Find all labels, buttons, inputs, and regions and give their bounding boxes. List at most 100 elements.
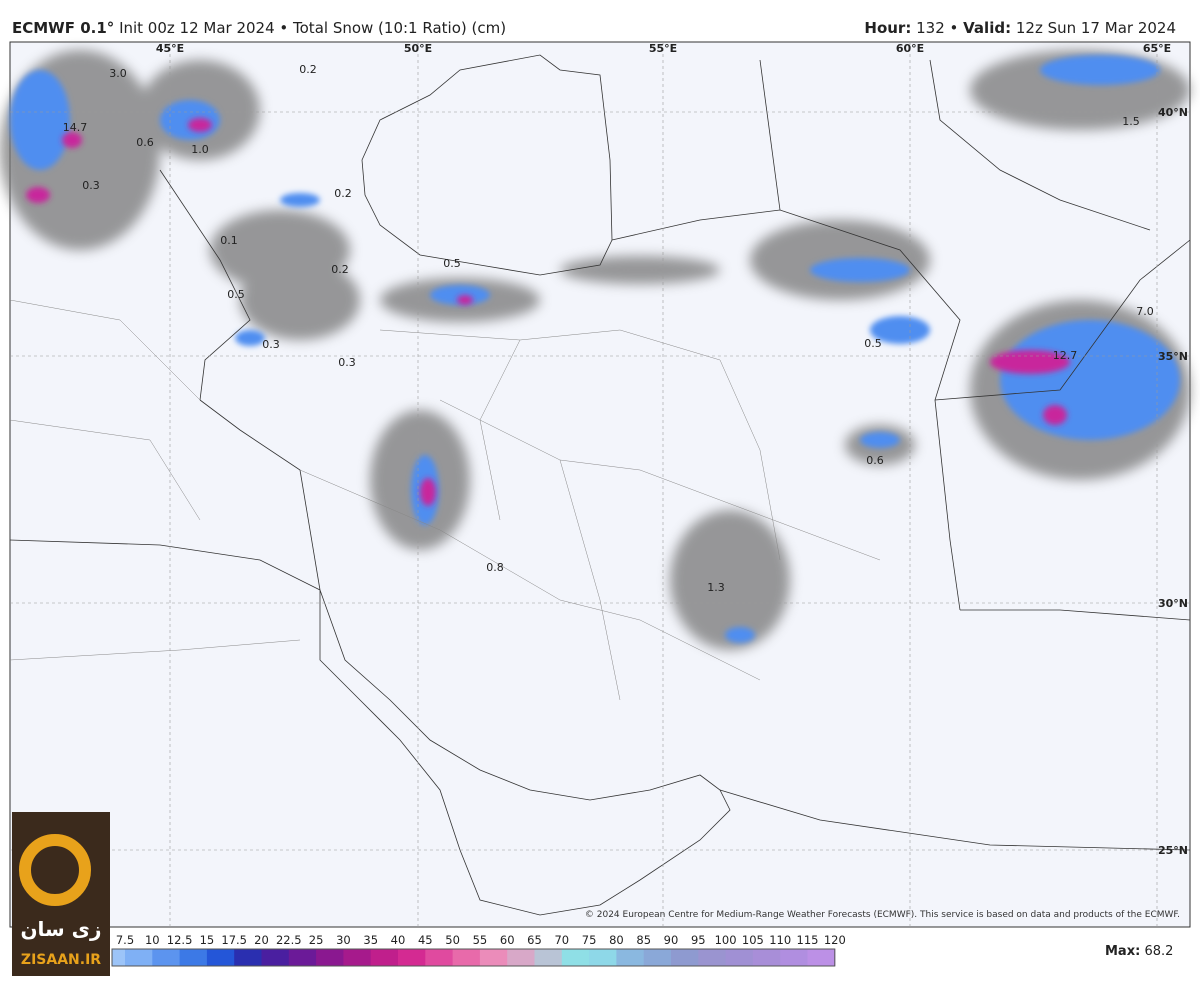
colorbar-segment	[179, 949, 208, 966]
colorbar-tick-label: 95	[691, 933, 706, 947]
colorbar-tick-label: 45	[418, 933, 433, 947]
snow-value-label: 3.0	[109, 67, 127, 80]
colorbar-segment	[616, 949, 645, 966]
colorbar-tick-label: 120	[824, 933, 846, 947]
colorbar-segment	[452, 949, 481, 966]
logo: زی سان ZISAAN.IR	[12, 812, 110, 976]
snow-value-label: 0.3	[338, 356, 356, 369]
snow-value-label: 14.7	[63, 121, 88, 134]
caspian-sea	[361, 54, 613, 276]
colorbar-tick-label: 110	[769, 933, 791, 947]
colorbar-tick-label: 80	[609, 933, 624, 947]
valid-key: Valid:	[963, 19, 1011, 37]
colorbar-segment	[780, 949, 808, 966]
colorbar-tick-label: 90	[664, 933, 679, 947]
colorbar-start	[112, 949, 125, 966]
max: Max: 68.2	[1105, 944, 1173, 959]
colorbar-segment	[589, 949, 617, 966]
colorbar-segment	[343, 949, 372, 966]
colorbar-tick-label: 60	[500, 933, 515, 947]
snow-value-label: 0.1	[220, 234, 238, 247]
lon-label: 50°E	[404, 42, 432, 55]
colorbar-tick-label: 20	[254, 933, 269, 947]
colorbar-tick-label: 65	[527, 933, 542, 947]
colorbar-segment	[725, 949, 754, 966]
colorbar-segment	[206, 949, 235, 966]
snow-value-label: 0.6	[866, 454, 884, 467]
colorbar-segment	[507, 949, 535, 966]
lat-label: 40°N	[1158, 106, 1188, 119]
max-key: Max:	[1105, 944, 1140, 959]
snow-value-label: 12.7	[1053, 349, 1078, 362]
colorbar-segment	[125, 949, 153, 966]
init: Init 00z 12 Mar 2024 • Total Snow (10:1 …	[119, 19, 506, 37]
colorbar-segment	[370, 949, 399, 966]
colorbar-segment	[288, 949, 317, 966]
colorbar-segment	[316, 949, 344, 966]
colorbar-tick-label: 100	[715, 933, 737, 947]
model: ECMWF 0.1°	[12, 19, 114, 37]
snow-value-label: 1.3	[707, 581, 725, 594]
map-frame	[9, 41, 1191, 928]
snow-value-label: 0.2	[299, 63, 317, 76]
snow-value-label: 0.3	[82, 179, 100, 192]
snow-value-label: 0.5	[443, 257, 461, 270]
colorbar-frame	[111, 948, 836, 967]
colorbar-segment	[398, 949, 426, 966]
colorbar-tick-label: 50	[445, 933, 460, 947]
snow-value-label: 7.0	[1136, 305, 1154, 318]
snow-value-label: 1.0	[191, 143, 209, 156]
lon-label: 60°E	[896, 42, 924, 55]
province-borders	[9, 299, 881, 701]
lon-label: 45°E	[156, 42, 184, 55]
logo-site: ZISAAN.IR	[21, 952, 101, 968]
colorbar-segment	[152, 949, 181, 966]
colorbar-tick-label: 70	[554, 933, 569, 947]
colorbar-segment	[479, 949, 508, 966]
snow-value-label: 0.5	[227, 288, 245, 301]
header-left: ECMWF 0.1° Init 00z 12 Mar 2024 • Total …	[12, 19, 506, 37]
colorbar-segment	[671, 949, 699, 966]
map: © 2024 European Centre for Medium-Range …	[0, 41, 1191, 928]
snow-value-label: 1.5	[1122, 115, 1140, 128]
borders	[9, 54, 1191, 916]
colorbar-segment	[643, 949, 672, 966]
colorbar-tick-label: 12.5	[167, 933, 193, 947]
max-value: 68.2	[1144, 944, 1173, 959]
colorbar-tick-label: 15	[200, 933, 215, 947]
valid: 12z Sun 17 Mar 2024	[1016, 19, 1176, 37]
lon-label: 65°E	[1143, 42, 1171, 55]
lat-label: 25°N	[1158, 844, 1188, 857]
hour: 132 •	[916, 19, 958, 37]
colorbar-segment	[234, 949, 262, 966]
colorbar-tick-label: 30	[336, 933, 351, 947]
colorbar-tick-label: 75	[582, 933, 597, 947]
credit: © 2024 European Centre for Medium-Range …	[585, 910, 1180, 920]
colorbar-segment	[261, 949, 290, 966]
colorbar-tick-label: 7.5	[116, 933, 134, 947]
colorbar-segment	[534, 949, 563, 966]
colorbar-tick-label: 17.5	[221, 933, 247, 947]
snow-value-label: 0.3	[262, 338, 280, 351]
persian-gulf	[319, 589, 731, 916]
colorbar-tick-label: 115	[797, 933, 819, 947]
hour-key: Hour:	[864, 19, 911, 37]
snow-value-label: 0.5	[864, 337, 882, 350]
snow-value-label: 0.2	[334, 187, 352, 200]
logo-text: زی سان	[20, 917, 101, 941]
colorbar-segment	[752, 949, 781, 966]
colorbar-tick-label: 85	[636, 933, 651, 947]
colorbar-segment	[698, 949, 727, 966]
header-right: Hour: 132 • Valid: 12z Sun 17 Mar 2024	[864, 19, 1176, 37]
colorbar-tick-label: 25	[309, 933, 324, 947]
snow-value-label: 0.2	[331, 263, 349, 276]
country-borders	[9, 59, 1191, 851]
colorbar-tick-label: 35	[363, 933, 378, 947]
colorbar-segment	[807, 949, 836, 966]
colorbar-segment	[561, 949, 590, 966]
logo-mark	[19, 834, 91, 906]
snow-value-label: 0.6	[136, 136, 154, 149]
snow-value-label: 0.8	[486, 561, 504, 574]
colorbar-tick-label: 55	[473, 933, 488, 947]
